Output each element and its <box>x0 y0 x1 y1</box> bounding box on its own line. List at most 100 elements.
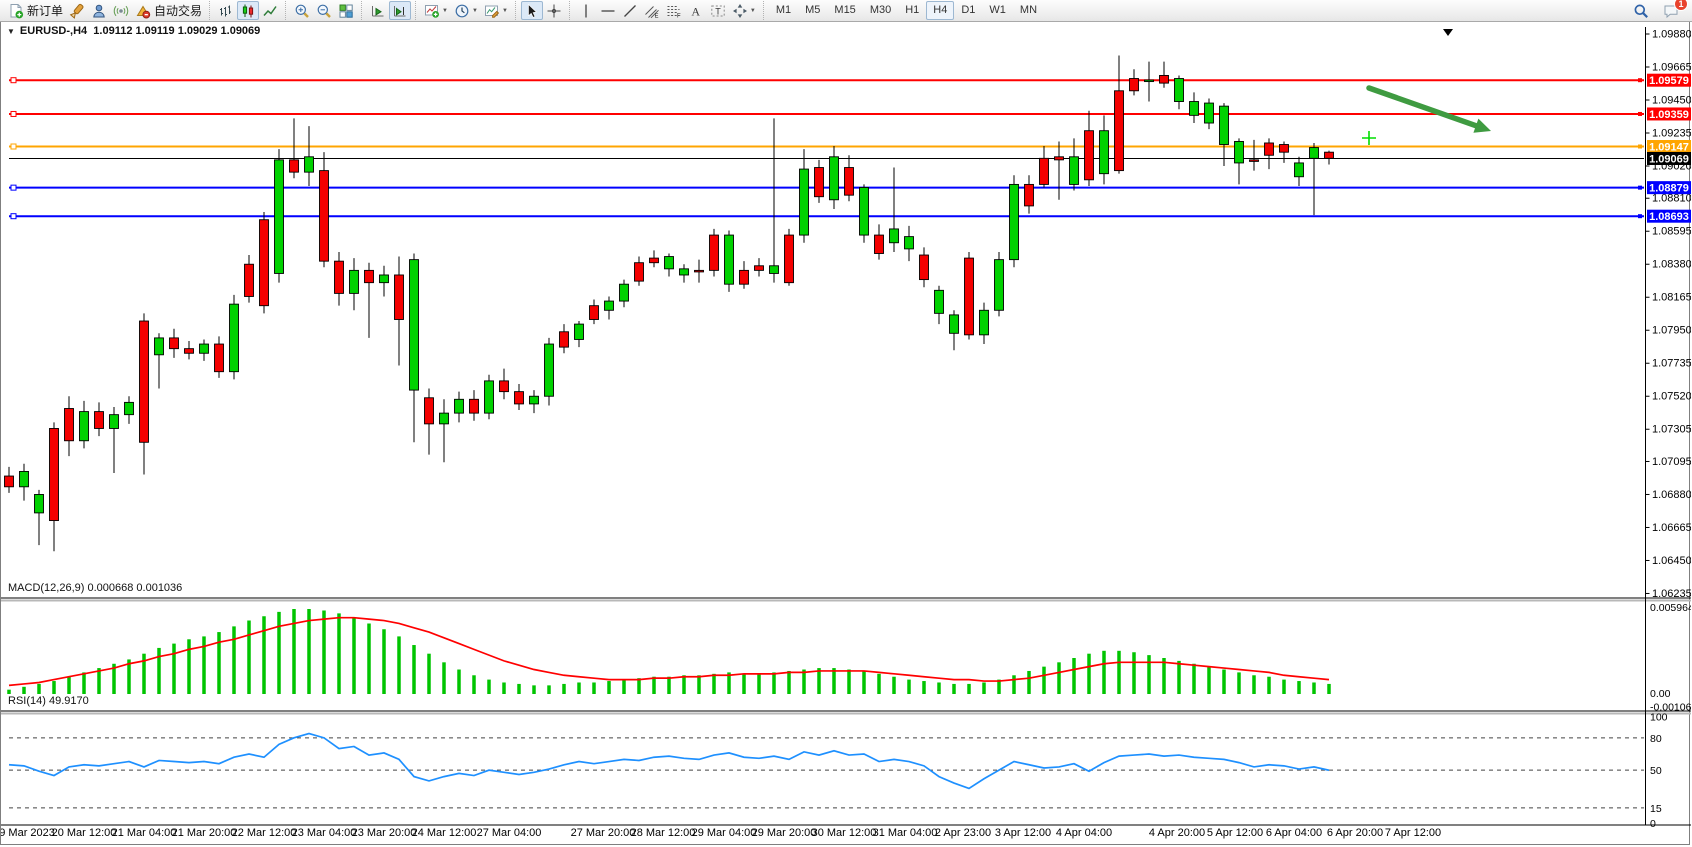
svg-text:A: A <box>691 4 700 18</box>
line-chart-icon <box>262 3 278 19</box>
signal-button[interactable] <box>110 1 132 20</box>
macd-axis-label: 0.00 <box>1650 688 1671 700</box>
chevron-down-icon[interactable]: ▼ <box>749 7 756 14</box>
timeframe-h1[interactable]: H1 <box>898 1 926 20</box>
price-tag <box>1647 140 1691 154</box>
candle <box>919 254 929 281</box>
candle <box>904 236 914 250</box>
hline-handle[interactable] <box>10 143 17 150</box>
candle <box>199 343 209 354</box>
price-tick-label: 1.07095 <box>1652 456 1691 468</box>
rsi-indicator-label: RSI(14) 49.9170 <box>8 695 89 707</box>
text-label-button[interactable]: T <box>707 1 729 20</box>
hline-handle-right[interactable] <box>1638 214 1642 219</box>
timeframe-m1[interactable]: M1 <box>769 1 798 20</box>
chart-shift-marker[interactable] <box>1443 29 1453 36</box>
hline-handle[interactable] <box>10 213 17 220</box>
hline-handle-right[interactable] <box>1638 185 1642 190</box>
indicators-button[interactable]: ▼ <box>421 1 451 20</box>
auto-scroll-icon <box>370 3 386 19</box>
price-tag-label: 1.09147 <box>1649 142 1689 154</box>
periods-button[interactable]: ▼ <box>451 1 481 20</box>
time-axis-label: 21 Mar 04:00 <box>112 827 177 839</box>
candle <box>1174 78 1184 102</box>
price-tick-label: 1.07735 <box>1652 358 1691 370</box>
time-axis-label: 27 Mar 04:00 <box>477 827 542 839</box>
profile-button[interactable] <box>88 1 110 20</box>
trendline-button[interactable] <box>619 1 641 20</box>
hline-handle[interactable] <box>10 184 17 191</box>
chevron-down-icon[interactable]: ▼ <box>501 7 508 14</box>
time-axis-label: 23 Mar 20:00 <box>352 827 417 839</box>
chart-quote-ohlc: 1.09112 1.09119 1.09029 1.09069 <box>93 25 261 37</box>
candle <box>184 348 194 354</box>
timeframe-m30[interactable]: M30 <box>863 1 898 20</box>
price-tick-label: 1.06665 <box>1652 522 1691 534</box>
crosshair-button[interactable] <box>543 1 565 20</box>
zoom-in-button[interactable] <box>291 1 313 20</box>
candle <box>724 234 734 285</box>
auto-scroll-button[interactable] <box>367 1 389 20</box>
hline-handle[interactable] <box>10 77 17 84</box>
search-button[interactable] <box>1630 1 1652 20</box>
candle <box>439 412 449 425</box>
bar-chart-button[interactable] <box>215 1 237 20</box>
timeframe-mn[interactable]: MN <box>1013 1 1044 20</box>
channel-button[interactable]: E <box>641 1 663 20</box>
time-axis-label: 6 Apr 20:00 <box>1327 827 1383 839</box>
hline-handle-right[interactable] <box>1638 78 1642 83</box>
time-axis-label: 19 Mar 2023 <box>1 827 55 839</box>
candle <box>94 411 104 429</box>
plus-marker[interactable] <box>1362 131 1376 145</box>
timeframe-h4[interactable]: H4 <box>926 1 955 20</box>
time-axis-label: 5 Apr 12:00 <box>1207 827 1263 839</box>
line-chart-button[interactable] <box>259 1 281 20</box>
price-tick-label: 1.09235 <box>1652 128 1691 140</box>
collapse-icon[interactable]: ▼ <box>7 27 15 36</box>
candle <box>634 262 644 282</box>
hline-handle[interactable] <box>10 110 17 117</box>
candle <box>1264 142 1274 156</box>
new-order-button[interactable]: 新订单 <box>5 1 66 20</box>
macd-signal-line <box>8 616 1330 687</box>
candle <box>1084 130 1094 181</box>
auto-trading-button[interactable]: 自动交易 <box>132 1 205 20</box>
hline-handle-right[interactable] <box>1638 144 1642 149</box>
candle <box>274 159 284 274</box>
fibonacci-button[interactable]: F <box>663 1 685 20</box>
chevron-down-icon[interactable]: ▼ <box>471 7 478 14</box>
channel-icon: E <box>644 3 660 19</box>
trend-arrow-head[interactable] <box>1473 118 1491 133</box>
time-axis-label: 7 Apr 12:00 <box>1385 827 1441 839</box>
timeframe-d1[interactable]: D1 <box>954 1 982 20</box>
candle <box>799 168 809 236</box>
candle <box>1069 156 1079 185</box>
timeframe-m15[interactable]: M15 <box>827 1 862 20</box>
trend-arrow[interactable] <box>1366 85 1485 131</box>
chat-button[interactable]: 1 <box>1660 0 1688 20</box>
vertical-line-button[interactable] <box>575 1 597 20</box>
candle <box>49 428 59 522</box>
timeframe-w1[interactable]: W1 <box>982 1 1013 20</box>
tile-windows-button[interactable] <box>335 1 357 20</box>
time-axis-label: 6 Apr 04:00 <box>1266 827 1322 839</box>
chart-shift-button[interactable] <box>389 1 412 20</box>
candle <box>499 380 509 393</box>
price-tag <box>1647 181 1691 195</box>
zoom-out-button[interactable] <box>313 1 335 20</box>
cursor-icon <box>524 3 540 19</box>
text-button[interactable]: A <box>685 1 707 20</box>
timeframe-m5[interactable]: M5 <box>798 1 827 20</box>
vertical-line-icon <box>578 3 594 19</box>
candle <box>1039 157 1049 185</box>
arrows-button[interactable]: ▼ <box>729 1 759 20</box>
candle <box>64 408 74 442</box>
horizontal-line-button[interactable] <box>597 1 619 20</box>
candlestick-button[interactable] <box>237 1 260 20</box>
crayon-button[interactable] <box>66 1 88 20</box>
text-label-icon: T <box>710 3 726 19</box>
templates-button[interactable]: ▼ <box>481 1 511 20</box>
hline-handle-right[interactable] <box>1638 111 1642 116</box>
chevron-down-icon[interactable]: ▼ <box>442 7 448 14</box>
cursor-button[interactable] <box>520 1 543 20</box>
